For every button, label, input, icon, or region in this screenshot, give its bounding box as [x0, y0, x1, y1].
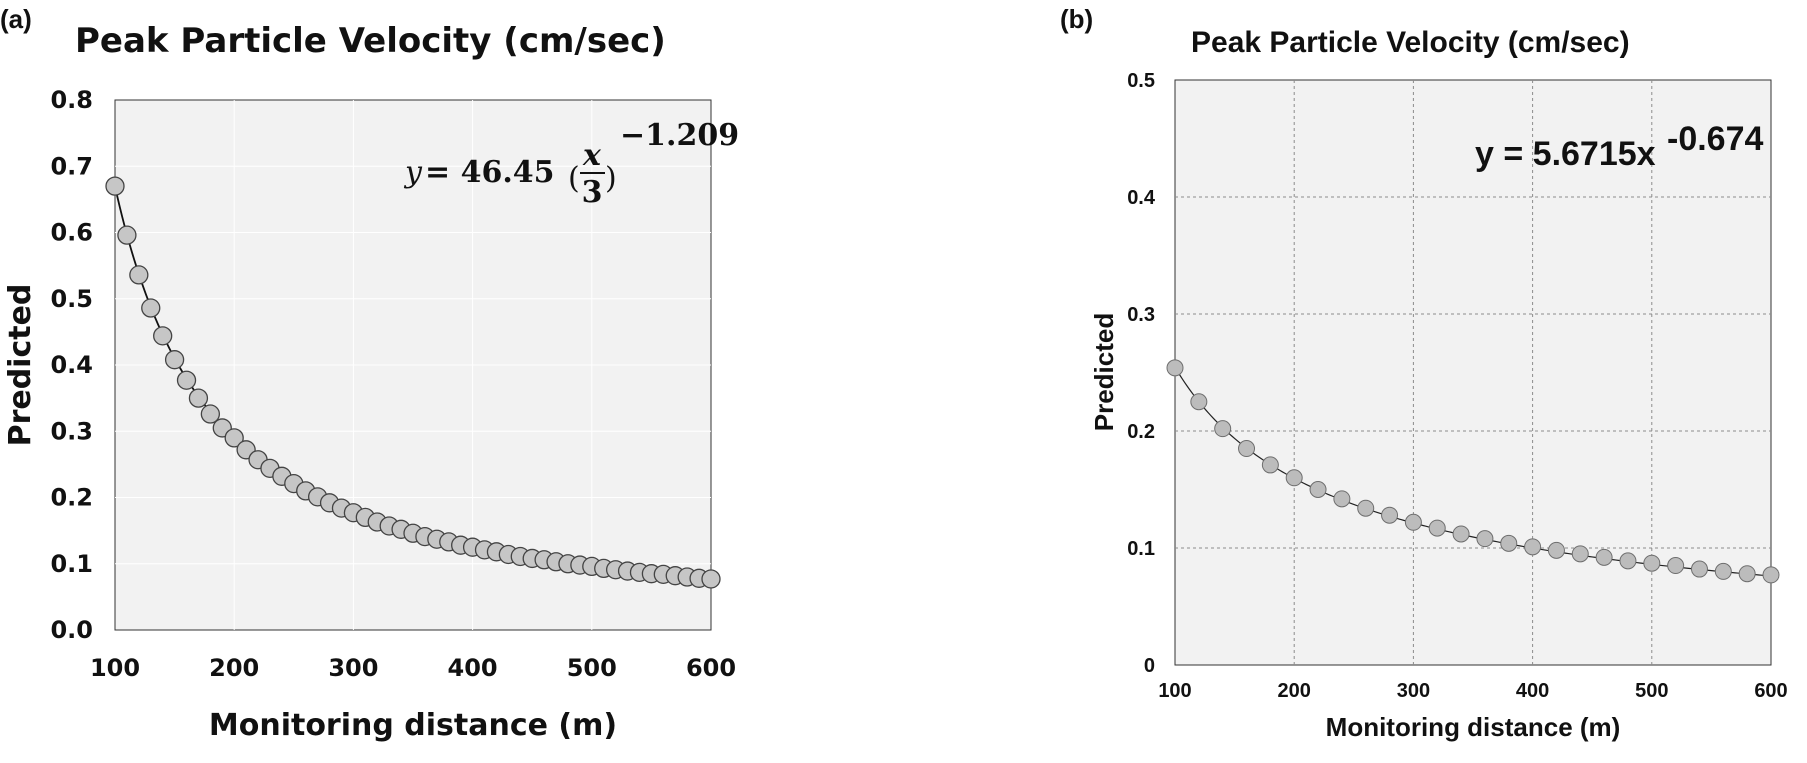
data-point — [188, 388, 209, 408]
data-point — [1738, 565, 1756, 583]
equation-a-exponent: −1.209 — [620, 118, 739, 153]
chart-b-plot-area — [1174, 79, 1772, 666]
x-tick-label: 400 — [1516, 680, 1549, 702]
data-point — [1428, 519, 1446, 537]
panel-label-a: (a) — [0, 4, 32, 34]
data-point — [200, 404, 221, 424]
data-point — [1238, 440, 1256, 458]
y-tick-label: 0.2 — [1127, 421, 1155, 443]
x-tick-label: 300 — [1397, 680, 1430, 702]
data-point — [1357, 499, 1375, 517]
data-point — [701, 569, 721, 589]
data-point — [1619, 552, 1637, 570]
equation-a-coef: = 46.45 — [425, 155, 555, 190]
chart-a-points — [105, 176, 721, 589]
equation-a-paren-left: ( — [568, 161, 580, 196]
chart-b: (b) Peak Particle Velocity (cm/sec) 0 0.1… — [1060, 4, 1788, 742]
data-point — [176, 370, 197, 390]
chart-a-title: Peak Particle Velocity (cm/sec) — [75, 21, 666, 61]
chart-a-x-ticks: 100 200 300 400 500 600 — [90, 654, 736, 682]
y-tick-label: 0.1 — [1127, 538, 1155, 560]
data-point — [141, 298, 161, 318]
chart-b-xlabel: Monitoring distance (m) — [1326, 712, 1621, 742]
y-tick-label: 0.1 — [50, 550, 93, 578]
y-tick-label: 0.2 — [50, 484, 93, 512]
equation-a-paren-right: ) — [605, 161, 617, 196]
data-point — [129, 265, 149, 285]
data-point — [1452, 525, 1470, 543]
chart-b-title: Peak Particle Velocity (cm/sec) — [1191, 26, 1630, 59]
data-point — [1714, 562, 1732, 580]
y-tick-label: 0.5 — [1127, 70, 1155, 92]
data-point — [224, 428, 244, 448]
data-point — [1762, 566, 1780, 584]
x-tick-label: 400 — [448, 654, 498, 682]
data-point — [1381, 506, 1399, 524]
chart-b-x-ticks: 100 200 300 400 500 600 — [1158, 680, 1787, 702]
data-point — [153, 326, 173, 346]
x-tick-label: 600 — [1754, 680, 1787, 702]
data-point — [1595, 548, 1613, 566]
data-point — [1476, 530, 1494, 548]
data-point — [1333, 490, 1351, 508]
y-tick-label: 0.4 — [1127, 187, 1156, 209]
data-point — [1571, 545, 1589, 563]
data-point — [1524, 538, 1542, 556]
y-tick-label: 0.6 — [50, 219, 93, 247]
chart-a: (a) Peak Particle Velocity (cm/sec) 0.00… — [0, 4, 739, 743]
chart-b-points — [1166, 359, 1780, 584]
chart-b-ylabel: Predicted — [1089, 313, 1119, 432]
data-point — [105, 176, 125, 196]
equation-a-denominator: 3 — [582, 175, 603, 210]
equation-a-y: y — [403, 155, 423, 190]
data-point — [164, 350, 185, 370]
y-tick-label: 0 — [1144, 655, 1155, 677]
y-tick-label: 0.7 — [50, 152, 93, 180]
data-point — [1667, 557, 1685, 575]
data-point — [117, 225, 137, 245]
data-point — [1690, 560, 1708, 578]
y-tick-label: 0.0 — [50, 616, 93, 644]
x-tick-label: 600 — [686, 654, 736, 682]
data-point — [1309, 481, 1327, 498]
chart-b-y-ticks: 0 0.1 0.2 0.3 0.4 0.5 — [1127, 70, 1156, 677]
x-tick-label: 500 — [567, 654, 617, 682]
chart-b-equation: y = 5.6715x -0.674 — [1475, 120, 1763, 173]
chart-a-xlabel: Monitoring distance (m) — [209, 708, 617, 743]
data-point — [1166, 359, 1184, 377]
x-tick-label: 300 — [328, 654, 378, 682]
x-tick-label: 100 — [90, 654, 140, 682]
data-point — [1547, 541, 1565, 559]
data-point — [1214, 420, 1232, 438]
equation-a-numerator: x — [582, 138, 602, 173]
data-point — [1261, 456, 1279, 474]
chart-a-equation: y = 46.45 ( x 3 ) −1.209 — [403, 118, 739, 210]
data-point — [1500, 534, 1518, 552]
data-point — [1285, 469, 1303, 487]
chart-a-y-ticks: 0.0 0.1 0.2 0.3 0.4 0.5 0.6 0.7 0.8 — [50, 86, 93, 644]
y-tick-label: 0.4 — [50, 351, 93, 379]
data-point — [1404, 513, 1422, 531]
y-tick-label: 0.5 — [50, 285, 93, 313]
y-tick-label: 0.3 — [1127, 304, 1155, 326]
y-tick-label: 0.8 — [50, 86, 93, 114]
panel-label-b: (b) — [1060, 4, 1093, 34]
x-tick-label: 100 — [1158, 680, 1191, 702]
chart-a-ylabel: Predicted — [3, 284, 38, 447]
equation-b-exponent: -0.674 — [1667, 120, 1763, 158]
equation-b-base: y = 5.6715x — [1475, 135, 1656, 173]
data-point — [1643, 554, 1661, 572]
x-tick-label: 200 — [1278, 680, 1311, 702]
x-tick-label: 200 — [209, 654, 259, 682]
y-tick-label: 0.3 — [50, 417, 93, 445]
data-point — [1190, 393, 1208, 411]
x-tick-label: 500 — [1635, 680, 1668, 702]
